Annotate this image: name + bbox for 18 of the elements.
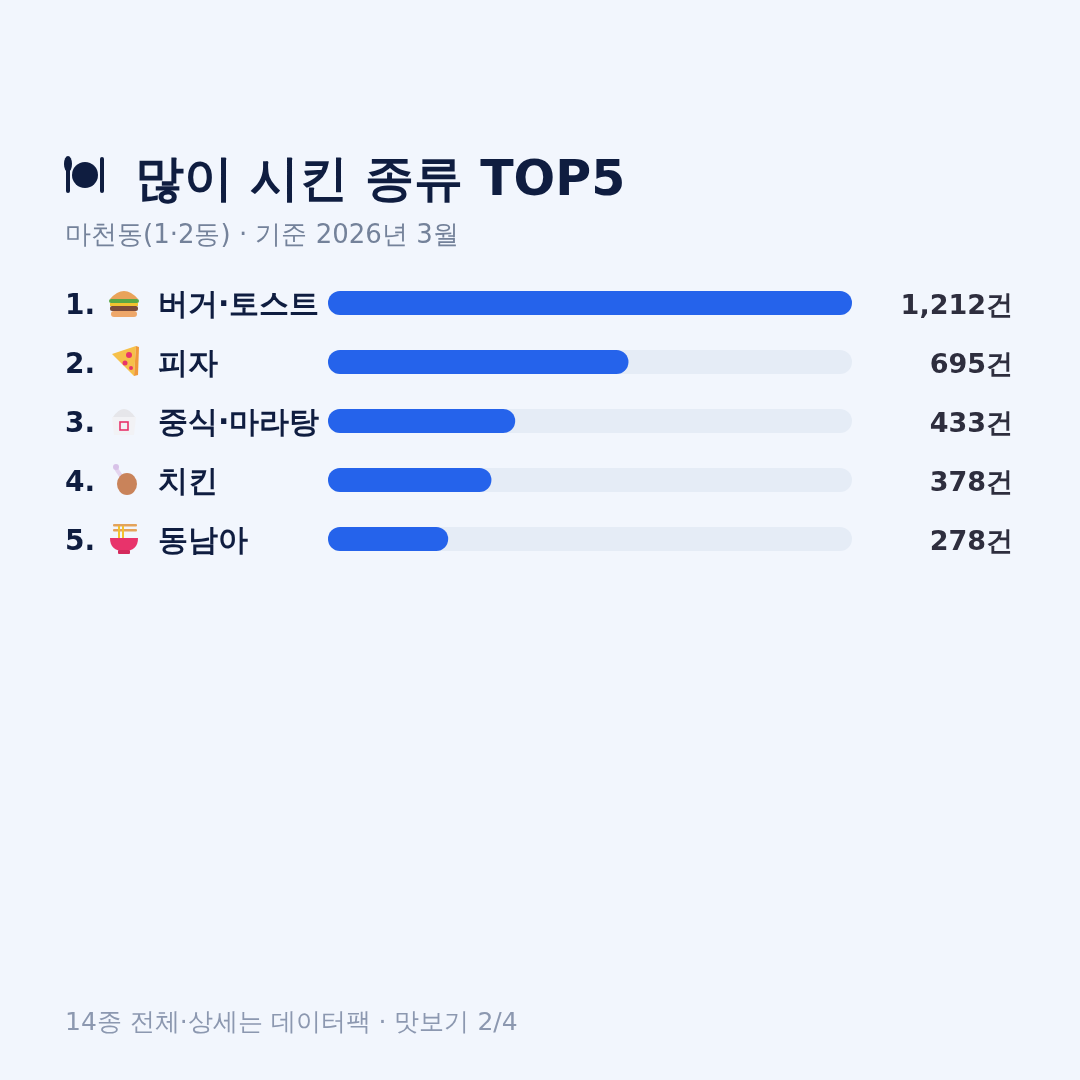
text: 4.: [65, 465, 96, 498]
text: 14종 전체·상세는 데이터팩 · 맛보기 2/4: [65, 1007, 518, 1036]
data-label: 695건: [929, 348, 1013, 379]
y-tick-label: 치킨: [158, 463, 218, 498]
data-label: 378건: [929, 466, 1013, 497]
y-tick-label: 버거·토스트: [158, 286, 320, 321]
data-label: 433건: [929, 407, 1013, 438]
text: 3.: [65, 406, 96, 439]
y-tick-label: 중식·마라탕: [158, 404, 320, 439]
text: 5.: [65, 524, 96, 557]
y-tick-label: 피자: [158, 345, 218, 380]
data-label: 1,212건: [900, 289, 1013, 320]
text: 1.: [65, 288, 96, 321]
text: 2.: [65, 347, 96, 380]
chart-subtitle: 마천동(1·2동) · 기준 2026년 3월: [65, 219, 459, 249]
chart-title: 많이 시킨 종류 TOP5: [135, 150, 626, 207]
y-tick-label: 동남아: [158, 522, 248, 557]
data-label: 278건: [929, 525, 1013, 556]
